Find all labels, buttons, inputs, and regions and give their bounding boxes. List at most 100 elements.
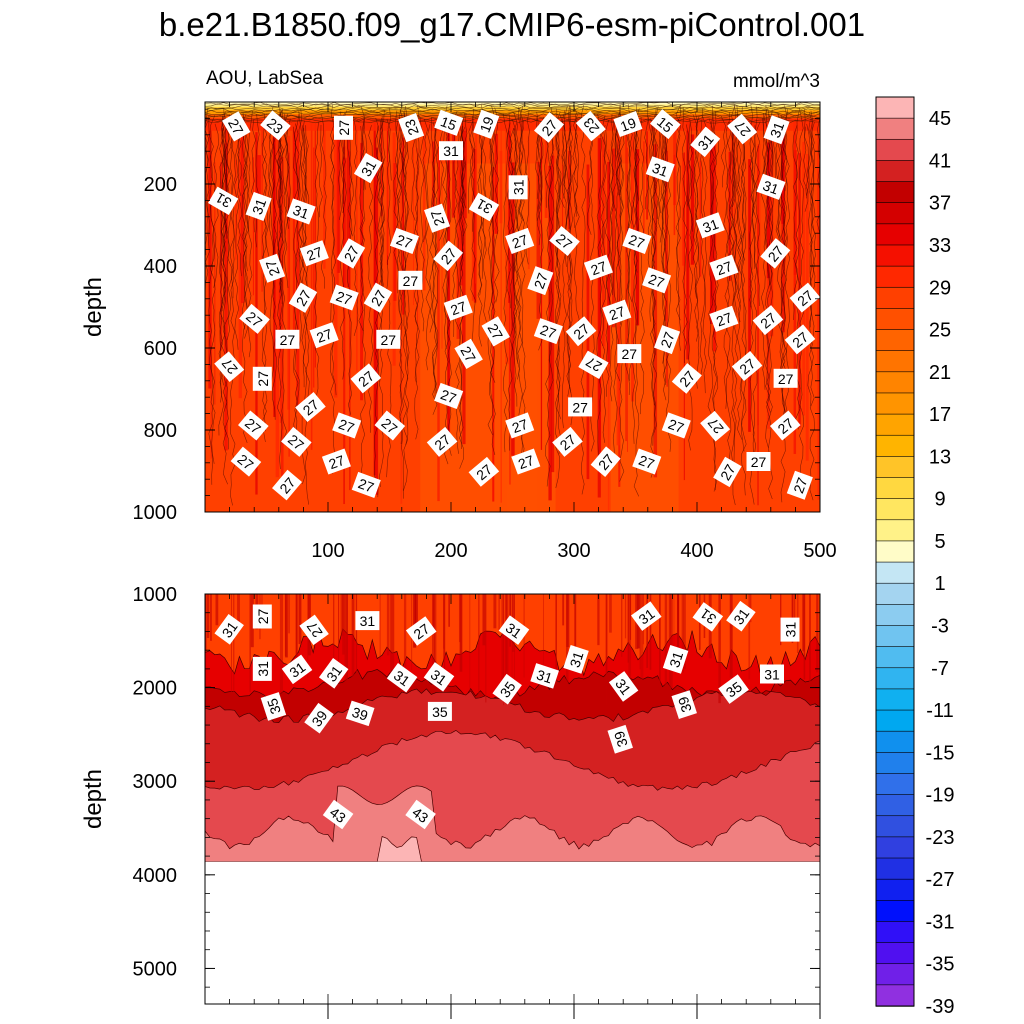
contour-label-text: 31 [650, 160, 670, 180]
contour-label-box [351, 471, 381, 498]
contour-label-text: 31 [700, 216, 720, 236]
contour-label-text: 27 [381, 332, 397, 348]
colorbar-swatch [875, 899, 915, 923]
bottom-field-streak [802, 594, 805, 652]
surface-contour-line [205, 108, 820, 113]
contour-label: 27 [468, 456, 500, 487]
y-tick-label: 1000 [133, 502, 178, 524]
bottom-field-streak [639, 594, 641, 670]
top-field-streak [494, 133, 499, 234]
contour-label-text: 27 [589, 258, 609, 278]
top-contour-line [548, 113, 554, 391]
top-contour-line [331, 118, 337, 396]
top-contour-line [411, 128, 416, 221]
y-tick-label: 200 [144, 174, 177, 196]
top-contour-line [458, 120, 465, 469]
contour-label: 27 [505, 227, 535, 254]
top-field-streak [349, 151, 351, 491]
contour-label-text: 39 [611, 729, 631, 749]
contour-label-text: 27 [531, 271, 551, 291]
bottom-field-streak [609, 594, 612, 633]
contour-label-box [245, 191, 272, 221]
contour-label: 27 [281, 426, 312, 457]
contour-label: 27 [222, 111, 251, 142]
contour-label: 27 [671, 363, 702, 394]
contour-label: 23 [398, 113, 425, 143]
surface-gradient-band [205, 102, 820, 105]
top-field-streak [686, 121, 690, 360]
top-contour-line [561, 110, 568, 429]
contour-label-text: 27 [336, 416, 356, 436]
contour-label: 27 [661, 412, 691, 439]
top-contour-line [554, 125, 560, 454]
colorbar-tick-label: -23 [926, 827, 955, 849]
y-tick-label: 600 [144, 338, 177, 360]
contour-label: 27 [272, 469, 303, 501]
contour-label-text: 35 [264, 696, 284, 716]
top-contour-line [242, 112, 249, 339]
contour-label-box [650, 109, 681, 140]
contour-label-box [468, 456, 500, 487]
contour-label: 27 [727, 113, 758, 145]
contour-label-box [784, 324, 816, 355]
top-field-streak [272, 137, 275, 255]
contour-label-box [363, 282, 393, 313]
colorbar-tick-label: -35 [926, 954, 955, 976]
contour-label-text: 27 [356, 475, 376, 495]
contour-label-text: 31 [511, 179, 527, 195]
contour-label-box [295, 392, 326, 423]
top-contour-line [242, 114, 248, 444]
contour-label-box [433, 240, 464, 272]
top-field-streak [627, 147, 628, 452]
contour-label-text: 27 [255, 609, 271, 625]
top-field-streak [375, 147, 379, 495]
contour-label-text: 27 [255, 371, 271, 387]
contour-label-box [763, 115, 790, 145]
contour-label: 27 [443, 294, 473, 321]
contour-label-text: 27 [510, 416, 530, 436]
top-field-streak [731, 126, 733, 218]
surface-contour-line [205, 119, 820, 124]
surface-contour-line [205, 111, 820, 116]
x-tick-label: 500 [803, 540, 836, 562]
bottom-field-streak [298, 594, 302, 645]
bottom-field-streak [237, 594, 240, 626]
contour-label-text: 27 [293, 287, 315, 309]
contour-label-box [511, 448, 541, 475]
contour-label: 31 [530, 663, 560, 689]
top-contour-line [422, 118, 428, 243]
top-contour-line [265, 124, 271, 268]
contour-label-box [345, 700, 375, 727]
contour-label-text: 31 [291, 202, 311, 222]
bottom-field-streak [391, 594, 395, 693]
top-contour-line [749, 122, 754, 308]
contour-label-box [230, 446, 262, 477]
contour-label-box [752, 305, 784, 336]
y-tick-label: 1000 [133, 584, 178, 606]
contour-label: 19 [473, 109, 500, 139]
contour-label-box [427, 701, 452, 721]
contour-label-text: 27 [448, 298, 468, 318]
top-contour-line [223, 121, 230, 450]
bottom-field-streak [413, 594, 417, 648]
top-field-streak [508, 119, 511, 303]
contour-label-box [239, 303, 270, 334]
contour-label-text: 27 [657, 330, 677, 350]
bottom-field-streak [288, 594, 290, 634]
colorbar-swatch [875, 117, 915, 140]
bottom-field-streak [718, 594, 721, 704]
top-contour-line [233, 124, 240, 350]
bottom-field-streak [621, 594, 623, 657]
top-contour-line [639, 116, 645, 415]
colorbar-swatch [875, 984, 915, 1007]
y-tick-label: 2000 [133, 678, 178, 700]
contour-label-box [608, 671, 639, 702]
contour-label: 31 [423, 662, 455, 692]
contour-label-box [718, 674, 749, 704]
top-field-streak [597, 138, 601, 498]
colorbar-tick-label: -31 [926, 911, 955, 933]
top-contour-line [675, 104, 682, 351]
contour-label-text: 27 [714, 309, 734, 329]
colorbar-swatch [875, 477, 915, 500]
contour-label: 31 [695, 212, 725, 239]
